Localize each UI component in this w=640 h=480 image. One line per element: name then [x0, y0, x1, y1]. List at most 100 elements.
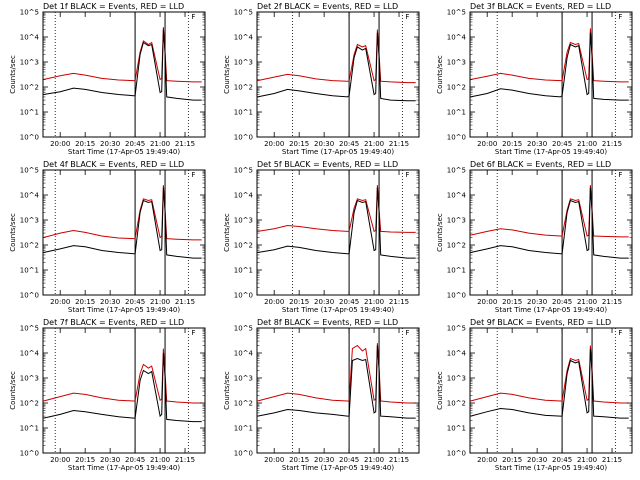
y-tick-label: 10^3 — [20, 59, 39, 67]
series-events-line — [470, 187, 629, 259]
x-tick-label: 20:00 — [477, 298, 497, 306]
y-tick-label: 10^5 — [447, 325, 466, 333]
x-axis-label: Start Time (17-Apr-05 19:49:40) — [495, 464, 607, 472]
series-events-line — [470, 348, 629, 419]
x-tick-label: 21:15 — [389, 456, 409, 464]
y-tick-label: 10^3 — [234, 217, 253, 225]
y-tick-label: 10^0 — [234, 450, 253, 458]
series-lld-line — [257, 29, 416, 84]
plot-frame — [42, 11, 206, 138]
y-tick-label: 10^0 — [234, 134, 253, 142]
y-tick-label: 10^4 — [447, 350, 467, 358]
y-tick-label: 10^5 — [20, 167, 39, 175]
series-lld-line — [43, 348, 202, 404]
y-tick-label: 10^1 — [20, 109, 39, 117]
series-events-line — [257, 345, 416, 419]
flag-label: F — [405, 171, 409, 179]
x-tick-label: 20:00 — [50, 140, 70, 148]
y-tick-label: 10^1 — [20, 425, 39, 433]
plot-frame — [469, 169, 633, 296]
y-axis-label: Counts/sec — [223, 213, 231, 252]
y-tick-label: 10^1 — [234, 267, 253, 275]
y-tick-label: 10^4 — [234, 350, 254, 358]
x-tick-label: 20:30 — [100, 298, 120, 306]
x-tick-label: 20:30 — [100, 456, 120, 464]
panel-title: Det 9f BLACK = Events, RED = LLD — [470, 318, 611, 327]
x-tick-label: 20:15 — [502, 140, 522, 148]
series-lld-line — [257, 185, 416, 233]
x-tick-label: 20:45 — [552, 456, 572, 464]
x-tick-label: 21:00 — [150, 140, 170, 148]
panel-title: Det 3f BLACK = Events, RED = LLD — [470, 2, 611, 11]
y-tick-label: 10^3 — [447, 217, 466, 225]
panel-det-7: Det 7f BLACK = Events, RED = LLD F 10^0 10^… — [9, 318, 206, 472]
x-tick-label: 20:45 — [339, 456, 359, 464]
x-tick-label: 20:30 — [314, 456, 334, 464]
x-tick-label: 21:00 — [150, 456, 170, 464]
x-tick-label: 20:15 — [502, 456, 522, 464]
y-tick-label: 10^0 — [20, 134, 39, 142]
x-tick-label: 21:15 — [175, 298, 195, 306]
x-tick-label: 20:30 — [100, 140, 120, 148]
y-axis-label: Counts/sec — [9, 371, 17, 410]
x-tick-label: 20:30 — [527, 298, 547, 306]
y-tick-label: 10^1 — [20, 267, 39, 275]
y-tick-label: 10^5 — [234, 9, 253, 17]
x-tick-label: 21:00 — [577, 298, 597, 306]
flag-label: F — [191, 329, 195, 337]
y-tick-label: 10^5 — [447, 9, 466, 17]
flag-label: F — [405, 329, 409, 337]
series-events-line — [257, 187, 416, 259]
x-tick-label: 20:00 — [477, 456, 497, 464]
x-axis-label: Start Time (17-Apr-05 19:49:40) — [68, 306, 180, 314]
series-lld-line — [470, 185, 629, 238]
x-tick-label: 20:45 — [125, 298, 145, 306]
x-tick-label: 20:00 — [50, 298, 70, 306]
x-tick-label: 20:30 — [527, 140, 547, 148]
x-tick-label: 20:45 — [552, 140, 572, 148]
x-axis-label: Start Time (17-Apr-05 19:49:40) — [282, 148, 394, 156]
panel-det-5: Det 5f BLACK = Events, RED = LLD F 10^0 10^… — [223, 160, 420, 314]
y-tick-label: 10^5 — [234, 167, 253, 175]
x-tick-label: 21:00 — [364, 456, 384, 464]
x-tick-label: 21:15 — [389, 298, 409, 306]
panel-title: Det 8f BLACK = Events, RED = LLD — [257, 318, 398, 327]
y-tick-label: 10^2 — [447, 84, 466, 92]
y-tick-label: 10^1 — [234, 109, 253, 117]
y-tick-label: 10^3 — [447, 375, 466, 383]
series-lld-line — [470, 345, 629, 404]
y-tick-label: 10^2 — [447, 400, 466, 408]
y-tick-label: 10^4 — [234, 192, 254, 200]
x-tick-label: 21:00 — [150, 298, 170, 306]
y-tick-label: 10^3 — [20, 217, 39, 225]
x-tick-label: 20:30 — [314, 140, 334, 148]
plot-frame — [42, 169, 206, 296]
x-axis-label: Start Time (17-Apr-05 19:49:40) — [68, 148, 180, 156]
plot-frame — [256, 327, 420, 454]
x-axis-label: Start Time (17-Apr-05 19:49:40) — [495, 148, 607, 156]
y-tick-label: 10^0 — [447, 292, 466, 300]
x-tick-label: 20:00 — [50, 456, 70, 464]
panel-title: Det 7f BLACK = Events, RED = LLD — [43, 318, 184, 327]
x-tick-label: 20:00 — [477, 140, 497, 148]
panel-det-9: Det 9f BLACK = Events, RED = LLD F 10^0 10^… — [436, 318, 633, 472]
x-axis-label: Start Time (17-Apr-05 19:49:40) — [282, 306, 394, 314]
panel-title: Det 5f BLACK = Events, RED = LLD — [257, 160, 398, 169]
y-tick-label: 10^3 — [234, 375, 253, 383]
plot-frame — [469, 327, 633, 454]
x-tick-label: 21:00 — [364, 140, 384, 148]
series-events-line — [43, 29, 202, 101]
y-tick-label: 10^2 — [234, 242, 253, 250]
flag-label: F — [405, 13, 409, 21]
y-tick-label: 10^1 — [447, 109, 466, 117]
x-tick-label: 20:15 — [502, 298, 522, 306]
y-tick-label: 10^3 — [234, 59, 253, 67]
y-tick-label: 10^2 — [447, 242, 466, 250]
y-tick-label: 10^4 — [447, 34, 467, 42]
x-tick-label: 21:15 — [602, 298, 622, 306]
y-tick-label: 10^1 — [447, 425, 466, 433]
x-axis-label: Start Time (17-Apr-05 19:49:40) — [495, 306, 607, 314]
x-tick-label: 21:15 — [175, 140, 195, 148]
series-lld-line — [43, 185, 202, 241]
